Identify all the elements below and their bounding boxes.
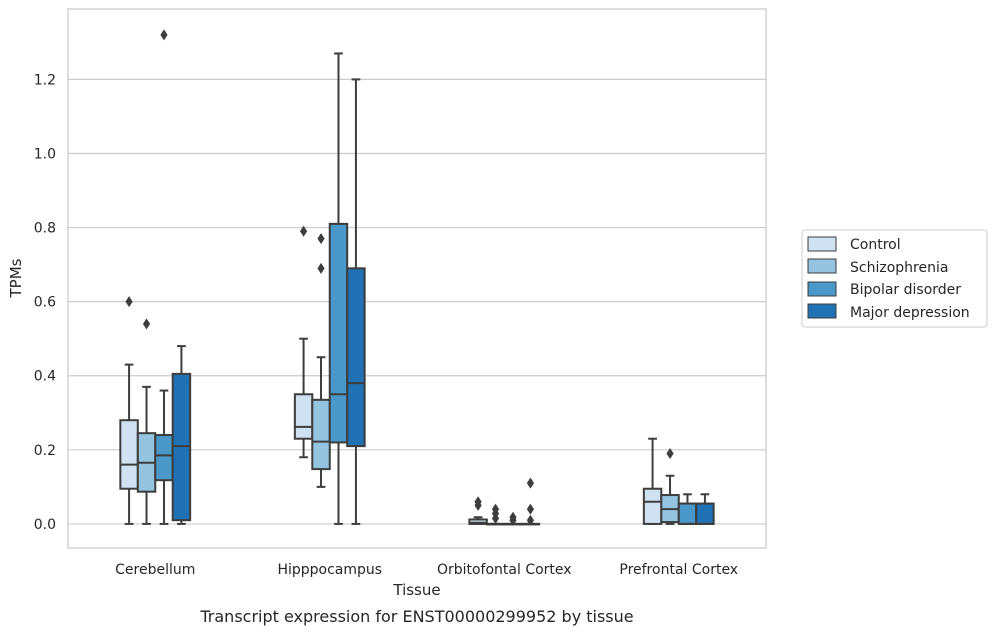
legend-label-schizophrenia: Schizophrenia	[850, 260, 948, 276]
legend: Control Schizophrenia Bipolar disorder M…	[801, 229, 988, 328]
y-tick-label-1-0: 1.0	[34, 146, 56, 162]
x-axis-label: Tissue	[392, 581, 440, 599]
y-tick-label-0-2: 0.2	[34, 443, 56, 459]
box-prefrontal-cortex-schizophrenia	[660, 448, 680, 525]
x-axis-ticks: Cerebellum Hipppocampus Orbitofontal Corte…	[115, 562, 738, 578]
box-cerebellum-control	[119, 296, 139, 525]
box-orbitofontal-cortex-bipolar-disorder-outlier-1	[509, 511, 517, 523]
legend-swatch-schizophrenia	[807, 258, 837, 274]
box-hipppocampus-schizophrenia-outlier-0	[317, 262, 325, 274]
y-axis-ticks: 0.0 0.2 0.4 0.6 0.8 1.0 1.2	[34, 72, 56, 533]
plot-area-frame	[67, 8, 767, 549]
box-hipppocampus-major-depression-iqr	[346, 267, 366, 448]
y-tick-label-0-0: 0.0	[34, 517, 56, 533]
box-orbitofontal-cortex-major-depression-outlier-2	[526, 477, 535, 489]
x-tick-label-prefrontal-cortex: Prefrontal Cortex	[619, 562, 738, 578]
y-tick-label-0-6: 0.6	[34, 295, 56, 311]
legend-label-control: Control	[850, 237, 901, 253]
box-hipppocampus-schizophrenia-iqr	[311, 398, 331, 471]
box-cerebellum-bipolar-disorder-outlier-0	[160, 29, 168, 41]
legend-label-major-depression: Major depression	[850, 305, 970, 321]
legend-item-bipolar-disorder: Bipolar disorder	[807, 281, 961, 298]
box-cerebellum-schizophrenia-outlier-0	[142, 318, 151, 330]
box-prefrontal-cortex-bipolar-disorder-iqr	[677, 502, 698, 525]
x-tick-label-orbitofontal-cortex: Orbitofontal Cortex	[437, 562, 572, 578]
y-tick-label-0-8: 0.8	[34, 221, 56, 237]
figure-caption: Transcript expression for ENST0000029995…	[199, 607, 633, 626]
legend-swatch-bipolar-disorder	[807, 281, 837, 297]
box-hipppocampus-control	[293, 225, 314, 459]
box-cerebellum-schizophrenia	[136, 318, 157, 525]
box-orbitofontal-cortex-control-outlier-1	[474, 496, 482, 508]
box-hipppocampus-major-depression	[346, 78, 366, 525]
box-prefrontal-cortex-control	[642, 437, 663, 525]
box-prefrontal-cortex-major-depression	[695, 493, 715, 525]
box-orbitofontal-cortex-major-depression-outlier-1	[526, 503, 535, 515]
x-tick-label-cerebellum: Cerebellum	[115, 562, 195, 578]
box-prefrontal-cortex-schizophrenia-outlier-0	[666, 448, 674, 460]
box-hipppocampus-control-iqr	[293, 393, 314, 440]
box-orbitofontal-cortex-major-depression	[520, 477, 541, 526]
box-hipppocampus-control-outlier-0	[299, 225, 308, 237]
box-orbitofontal-cortex-control-iqr	[468, 518, 488, 525]
box-orbitofontal-cortex-bipolar-disorder	[503, 511, 523, 526]
legend-item-control: Control	[807, 236, 901, 253]
box-prefrontal-cortex-bipolar-disorder	[677, 493, 698, 525]
box-cerebellum-bipolar-disorder-iqr	[154, 434, 174, 482]
legend-label-bipolar-disorder: Bipolar disorder	[850, 282, 961, 298]
legend-swatch-major-depression	[807, 303, 837, 319]
box-cerebellum-major-depression	[171, 345, 192, 525]
box-orbitofontal-cortex-control	[468, 496, 488, 525]
box-orbitofontal-cortex-major-depression-outlier-0	[526, 514, 535, 526]
y-tick-label-0-4: 0.4	[34, 369, 56, 385]
legend-frame	[801, 229, 988, 328]
box-prefrontal-cortex-major-depression-iqr	[695, 502, 715, 525]
legend-item-major-depression: Major depression	[807, 303, 970, 321]
box-cerebellum-control-iqr	[119, 419, 139, 490]
x-tick-label-hipppocampus: Hipppocampus	[277, 562, 382, 578]
box-hipppocampus-bipolar-disorder-iqr	[328, 222, 349, 444]
legend-item-schizophrenia: Schizophrenia	[807, 258, 948, 276]
box-prefrontal-cortex-control-iqr	[642, 487, 663, 525]
box-cerebellum-bipolar-disorder	[154, 29, 174, 525]
box-cerebellum-control-outlier-0	[125, 296, 133, 308]
box-hipppocampus-schizophrenia-outlier-1	[317, 233, 325, 245]
y-tick-label-1-2: 1.2	[34, 72, 56, 88]
box-orbitofontal-cortex-schizophrenia-outlier-2	[491, 503, 500, 515]
boxes	[119, 29, 715, 526]
y-axis-label: TPMs	[7, 258, 25, 298]
legend-swatch-control	[807, 236, 837, 252]
